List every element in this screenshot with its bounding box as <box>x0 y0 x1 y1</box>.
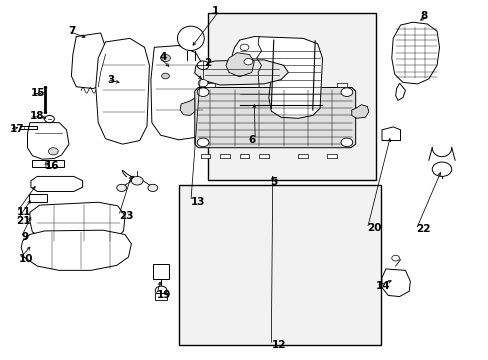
Polygon shape <box>259 154 268 158</box>
Text: 13: 13 <box>190 197 205 207</box>
Circle shape <box>48 148 58 155</box>
Polygon shape <box>239 154 249 158</box>
Text: 3: 3 <box>107 75 114 85</box>
Circle shape <box>148 184 158 192</box>
Circle shape <box>340 88 352 96</box>
Polygon shape <box>205 83 215 87</box>
Polygon shape <box>225 53 254 77</box>
FancyBboxPatch shape <box>153 264 168 279</box>
Text: 14: 14 <box>375 281 390 291</box>
FancyBboxPatch shape <box>207 13 375 180</box>
Polygon shape <box>21 230 131 270</box>
Text: 12: 12 <box>271 340 285 350</box>
Circle shape <box>131 176 143 185</box>
Polygon shape <box>151 45 205 140</box>
Circle shape <box>244 58 252 65</box>
Text: 18: 18 <box>30 111 44 121</box>
FancyBboxPatch shape <box>29 194 46 202</box>
Polygon shape <box>180 98 194 116</box>
Circle shape <box>198 80 207 87</box>
Circle shape <box>44 116 54 123</box>
Text: 20: 20 <box>366 224 381 233</box>
Text: 5: 5 <box>270 177 277 187</box>
Polygon shape <box>381 127 400 140</box>
Circle shape <box>155 286 166 295</box>
Polygon shape <box>327 154 336 158</box>
Text: 23: 23 <box>119 211 133 221</box>
Circle shape <box>340 138 352 147</box>
Polygon shape <box>96 39 149 144</box>
Text: 11: 11 <box>17 207 31 217</box>
Circle shape <box>161 73 169 79</box>
Polygon shape <box>395 83 405 100</box>
Text: 21: 21 <box>16 216 31 226</box>
Polygon shape <box>30 202 125 243</box>
Circle shape <box>117 184 126 192</box>
Polygon shape <box>381 269 409 297</box>
Text: 7: 7 <box>68 26 75 36</box>
Circle shape <box>431 162 451 176</box>
Text: 4: 4 <box>159 52 167 62</box>
Polygon shape <box>31 176 82 192</box>
Polygon shape <box>232 37 322 118</box>
Polygon shape <box>391 22 439 84</box>
Polygon shape <box>194 60 288 85</box>
Text: 1: 1 <box>211 6 218 17</box>
Circle shape <box>160 54 170 62</box>
Text: 17: 17 <box>9 124 24 134</box>
Ellipse shape <box>177 26 204 50</box>
Text: 9: 9 <box>21 232 28 242</box>
Circle shape <box>391 255 399 261</box>
Polygon shape <box>336 83 346 87</box>
Text: 16: 16 <box>44 161 59 171</box>
FancyBboxPatch shape <box>178 185 380 345</box>
Text: 2: 2 <box>203 58 211 68</box>
Polygon shape <box>351 105 368 118</box>
Text: 22: 22 <box>415 225 430 234</box>
Polygon shape <box>200 154 210 158</box>
Circle shape <box>197 88 208 96</box>
Polygon shape <box>220 154 229 158</box>
Circle shape <box>197 138 208 147</box>
Text: 6: 6 <box>247 135 255 145</box>
Text: 15: 15 <box>31 88 45 98</box>
Text: 8: 8 <box>419 11 427 21</box>
Polygon shape <box>32 160 64 167</box>
Circle shape <box>240 44 248 50</box>
Text: 10: 10 <box>19 254 34 264</box>
FancyBboxPatch shape <box>155 293 166 301</box>
Polygon shape <box>194 87 355 148</box>
Polygon shape <box>27 123 69 159</box>
Circle shape <box>197 61 208 69</box>
Text: 19: 19 <box>157 290 171 300</box>
Polygon shape <box>298 154 307 158</box>
